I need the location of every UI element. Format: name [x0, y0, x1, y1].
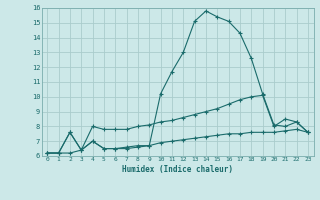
X-axis label: Humidex (Indice chaleur): Humidex (Indice chaleur): [122, 165, 233, 174]
